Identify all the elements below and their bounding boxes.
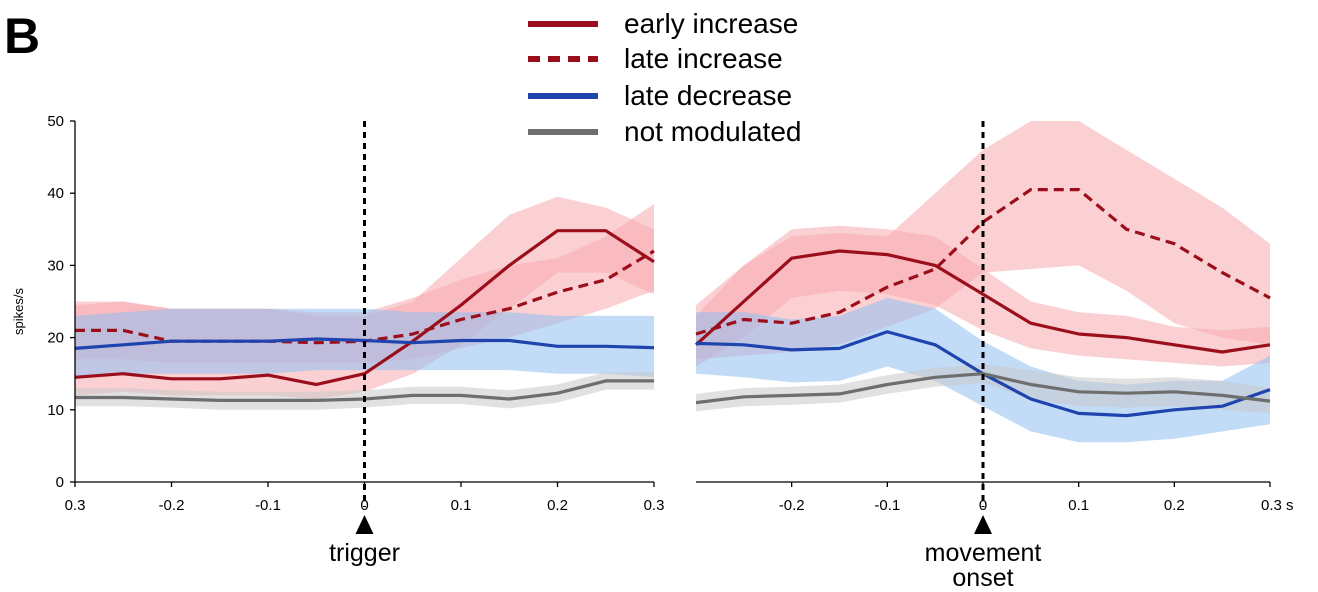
x-tick-label: -0.2 bbox=[779, 497, 805, 514]
x-tick-label: 0.1 bbox=[451, 497, 472, 514]
event-marker-triangle bbox=[355, 515, 374, 534]
line-early-increase bbox=[694, 249, 1271, 354]
panel-trigger-aligned: 0.3 -0.2 -0.1 0 0.1 0.2 0.301020304050spikes/s… bbox=[11, 113, 664, 567]
y-tick-label: 30 bbox=[47, 257, 64, 274]
line-early-increase bbox=[74, 229, 655, 387]
y-axis-label: spikes/s bbox=[11, 288, 26, 335]
line-not-modulated bbox=[695, 372, 1271, 405]
panel-letter: B bbox=[4, 8, 40, 64]
line-late-increase bbox=[695, 188, 1271, 336]
event-label: onset bbox=[952, 564, 1013, 592]
x-tick-label: 0.3 bbox=[65, 497, 86, 514]
y-tick-label: 50 bbox=[47, 113, 64, 130]
y-tick-label: 20 bbox=[47, 330, 64, 347]
x-tick-label: 0 bbox=[979, 497, 987, 514]
event-marker-triangle bbox=[974, 515, 992, 534]
x-tick-label: 0.3 s bbox=[1261, 497, 1294, 514]
band-late-increase bbox=[696, 121, 1270, 360]
x-tick-label: -0.1 bbox=[874, 497, 900, 514]
legend-label-late-decrease: late decrease bbox=[624, 80, 792, 111]
y-tick-label: 0 bbox=[56, 474, 64, 491]
legend: early increase late increase late decrease… bbox=[528, 8, 801, 147]
legend-label-early-increase: early increase bbox=[624, 8, 798, 39]
confidence-bands-left bbox=[75, 196, 654, 410]
event-label: movement bbox=[925, 539, 1042, 567]
series-lines-right bbox=[694, 188, 1271, 418]
x-tick-label: 0.2 bbox=[1164, 497, 1185, 514]
x-tick-label: -0.1 bbox=[255, 497, 281, 514]
axes-left: 0.3 -0.2 -0.1 0 0.1 0.2 0.301020304050spikes/s… bbox=[11, 113, 664, 567]
legend-label-not-modulated: not modulated bbox=[624, 116, 801, 147]
band-not-modulated bbox=[696, 364, 1270, 414]
x-tick-label: 0.3 bbox=[644, 497, 665, 514]
y-tick-label: 10 bbox=[47, 402, 64, 419]
x-tick-label: 0.2 bbox=[547, 497, 568, 514]
line-late-decrease bbox=[74, 337, 655, 350]
event-label: trigger bbox=[329, 539, 400, 567]
x-tick-label: -0.2 bbox=[159, 497, 185, 514]
legend-label-late-increase: late increase bbox=[624, 43, 783, 74]
x-tick-label: 0 bbox=[360, 497, 368, 514]
y-tick-label: 40 bbox=[47, 185, 64, 202]
x-tick-label: 0.1 bbox=[1068, 497, 1089, 514]
